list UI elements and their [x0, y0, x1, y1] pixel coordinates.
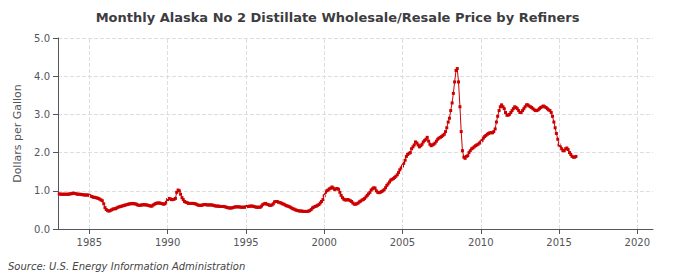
svg-text:1990: 1990 [155, 237, 180, 248]
svg-text:2005: 2005 [390, 237, 415, 248]
svg-text:1995: 1995 [233, 237, 258, 248]
svg-text:3.0: 3.0 [34, 109, 50, 120]
svg-text:1985: 1985 [77, 237, 102, 248]
svg-text:5.0: 5.0 [34, 33, 50, 44]
svg-text:Monthly Alaska No 2 Distillate: Monthly Alaska No 2 Distillate Wholesale… [96, 10, 580, 25]
svg-text:1.0: 1.0 [34, 185, 50, 196]
svg-text:2000: 2000 [311, 237, 336, 248]
svg-text:2.0: 2.0 [34, 147, 50, 158]
svg-text:Dollars per Gallon: Dollars per Gallon [11, 84, 24, 183]
svg-text:2015: 2015 [546, 237, 571, 248]
svg-text:0.0: 0.0 [34, 224, 50, 235]
svg-text:2020: 2020 [625, 237, 650, 248]
svg-text:2010: 2010 [468, 237, 493, 248]
svg-text:4.0: 4.0 [34, 71, 50, 82]
svg-text:Source: U.S. Energy Informatio: Source: U.S. Energy Information Administ… [8, 261, 245, 272]
